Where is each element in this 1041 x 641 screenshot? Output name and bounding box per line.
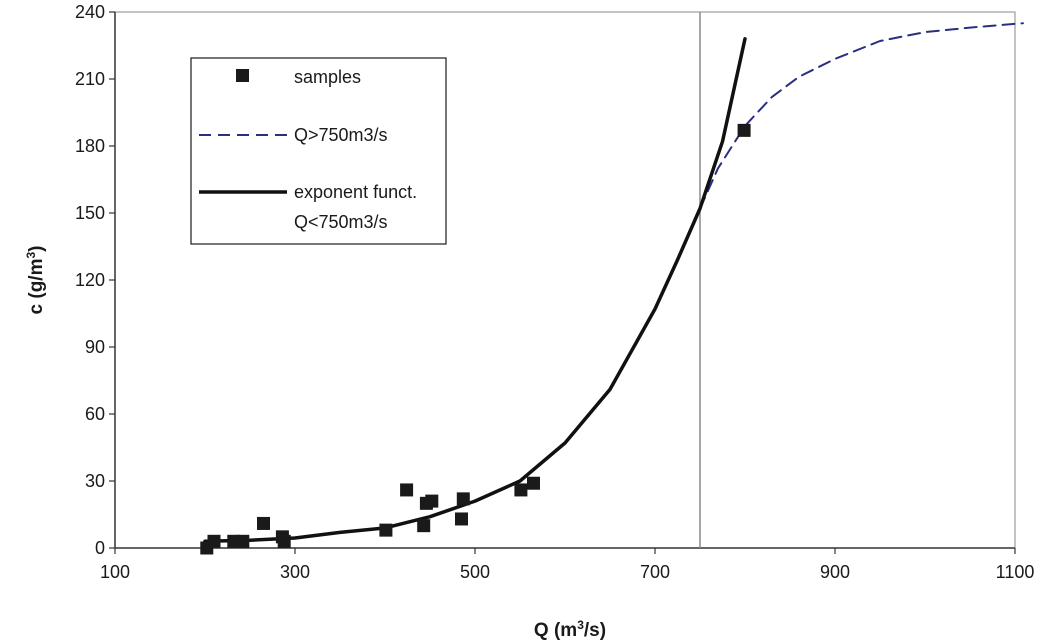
sample-point: [257, 516, 270, 530]
sample-point: [207, 534, 221, 548]
y-tick-label: 240: [75, 2, 105, 22]
x-ticks: 100 300 500 700 900 1100: [100, 548, 1034, 582]
legend-label-dashed: Q>750m3/s: [294, 125, 388, 145]
x-tick-label: 100: [100, 562, 130, 582]
legend-label-solid-line2: Q<750m3/s: [294, 212, 388, 232]
sample-point: [417, 519, 431, 533]
series-group: [203, 22, 1024, 544]
sample-point: [425, 494, 439, 508]
legend-label-solid: exponent funct.: [294, 182, 417, 202]
x-tick-label: 1100: [996, 562, 1035, 582]
y-tick-label: 120: [75, 270, 105, 290]
exponent-series-line: [203, 37, 747, 544]
y-tick-label: 210: [75, 69, 105, 89]
y-tick-label: 90: [85, 337, 105, 357]
legend-label-samples: samples: [294, 67, 361, 87]
legend: samples Q>750m3/s exponent funct. Q<750m…: [190, 57, 447, 245]
y-ticks: 0 30 60 90 120 150 180 210 240: [75, 2, 115, 558]
legend-box: [190, 57, 447, 245]
y-axis-title: c (g/m3): [24, 246, 47, 315]
sample-point: [527, 476, 540, 490]
sample-point: [514, 483, 528, 497]
y-tick-label: 0: [95, 538, 105, 558]
sample-points: [200, 123, 751, 555]
x-tick-label: 900: [820, 562, 850, 582]
y-tick-label: 30: [85, 471, 105, 491]
x-tick-label: 300: [280, 562, 310, 582]
sample-point: [277, 534, 291, 548]
sample-point: [455, 512, 468, 526]
x-tick-label: 500: [460, 562, 490, 582]
sample-point: [456, 492, 470, 506]
y-tick-label: 180: [75, 136, 105, 156]
dashed-series-line: [699, 22, 1024, 210]
sample-point: [737, 123, 751, 137]
x-axis-title: Q (m3/s): [534, 618, 606, 641]
x-tick-label: 700: [640, 562, 670, 582]
sample-point: [400, 483, 414, 497]
legend-marker-samples: [236, 69, 249, 82]
sample-point: [236, 534, 250, 548]
y-tick-label: 60: [85, 404, 105, 424]
sample-point: [379, 523, 393, 537]
y-tick-label: 150: [75, 203, 105, 223]
